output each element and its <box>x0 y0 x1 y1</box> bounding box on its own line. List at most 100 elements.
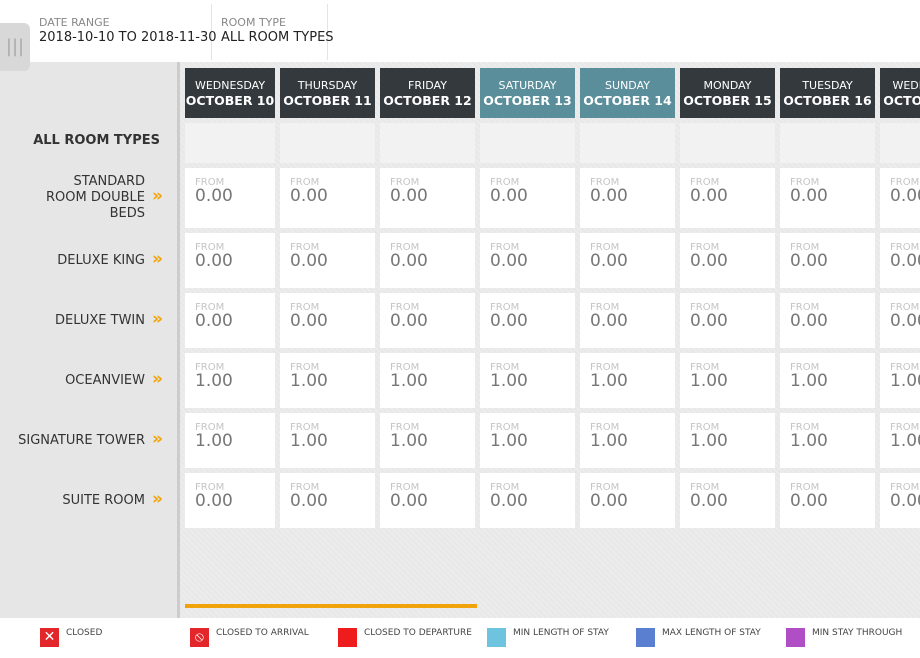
room-type[interactable]: SIGNATURE TOWER <box>0 413 145 468</box>
rate-value: 0.00 <box>290 186 328 206</box>
rate-value: 1.00 <box>195 371 233 391</box>
day-header[interactable]: FRIDAY OCTOBER 12 <box>380 68 475 118</box>
rate-value: 1.00 <box>390 431 428 451</box>
expand-chevron[interactable]: » <box>152 248 163 269</box>
cell-caption: FROM <box>590 482 620 493</box>
all-types-cell[interactable] <box>280 123 375 163</box>
expand-chevron[interactable]: » <box>152 308 163 329</box>
rate-value: 0.00 <box>790 186 828 206</box>
room-type-name: DELUXE KING <box>57 252 145 268</box>
room-type[interactable]: DELUXE TWIN <box>0 293 145 348</box>
all-types-cell[interactable] <box>480 123 575 163</box>
date: OCTOBER 15 <box>683 93 772 108</box>
day-header[interactable]: TUESDAY OCTOBER 16 <box>780 68 875 118</box>
all-types-cell[interactable] <box>185 123 275 163</box>
day-header[interactable]: SUNDAY OCTOBER 14 <box>580 68 675 118</box>
day-header[interactable]: THURSDAY OCTOBER 11 <box>280 68 375 118</box>
filter-label: ROOM TYPE <box>221 16 286 29</box>
rate-value: 0.00 <box>390 311 428 331</box>
rate-value: 0.00 <box>590 491 628 511</box>
room-type[interactable]: STANDARD ROOM DOUBLE BEDS <box>0 168 145 228</box>
drawer-handle[interactable]: ||| <box>0 23 30 71</box>
room-type[interactable]: OCEANVIEW <box>0 353 145 408</box>
all-types-cell[interactable] <box>880 123 920 163</box>
rate-value: 0.00 <box>390 491 428 511</box>
all-types-cell[interactable] <box>780 123 875 163</box>
all-types-cell[interactable] <box>380 123 475 163</box>
scrollbar[interactable] <box>185 604 477 608</box>
day-header[interactable]: MONDAY OCTOBER 15 <box>680 68 775 118</box>
day-header[interactable]: WEDNESDAY OCTOBER 10 <box>185 68 275 118</box>
expand-chevron[interactable]: » <box>152 368 163 389</box>
expand-chevron[interactable]: » <box>152 488 163 509</box>
room-type[interactable]: DELUXE KING <box>0 233 145 288</box>
expand-chevron[interactable]: » <box>152 186 163 206</box>
filter[interactable]: ROOM TYPE ALL ROOM TYPES <box>210 4 334 60</box>
rate-value: 0.00 <box>890 251 920 271</box>
rate-value: 0.00 <box>890 311 920 331</box>
day-header[interactable]: SATURDAY OCTOBER 13 <box>480 68 575 118</box>
filter[interactable]: DATE RANGE 2018-10-10 TO 2018-11-30 <box>28 4 217 60</box>
cell-caption: FROM <box>290 422 320 433</box>
cell-caption: FROM <box>590 422 620 433</box>
cell-caption: FROM <box>590 242 620 253</box>
filter-value: 2018-10-10 TO 2018-11-30 <box>39 30 217 45</box>
all-types-cell[interactable] <box>580 123 675 163</box>
rate-value: 1.00 <box>790 431 828 451</box>
rate-value: 1.00 <box>390 371 428 391</box>
expand-chevron[interactable]: » <box>152 428 163 449</box>
room-type[interactable]: SUITE ROOM <box>0 473 145 528</box>
all-types-cell[interactable] <box>680 123 775 163</box>
